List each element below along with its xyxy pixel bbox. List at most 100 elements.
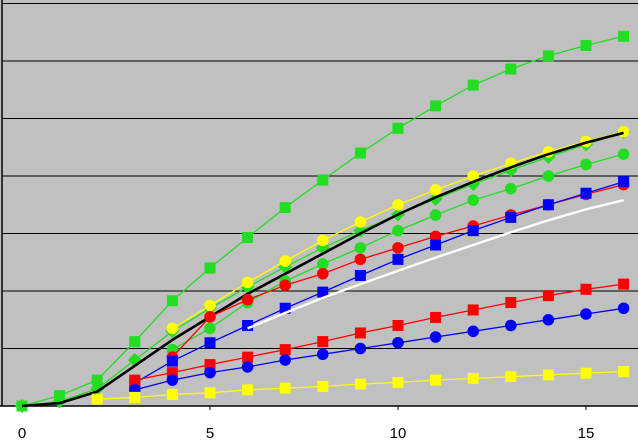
data-point-blue-circles: [617, 302, 630, 315]
data-point-yellow-squares: [392, 376, 404, 388]
series-line-blue-circles: [134, 307, 624, 391]
data-point-yellow-circles: [166, 322, 179, 335]
data-point-green-circles: [467, 194, 480, 206]
data-point-red-squares: [279, 344, 291, 356]
data-point-blue-squares: [317, 286, 329, 298]
data-point-red-squares: [542, 290, 554, 302]
data-point-green-squares: [392, 122, 404, 134]
data-point-green-squares: [91, 374, 103, 386]
data-point-red-squares: [505, 297, 517, 308]
data-point-yellow-circles: [241, 276, 254, 289]
data-point-blue-circles: [166, 374, 179, 386]
data-point-blue-squares: [542, 199, 554, 211]
data-point-yellow-squares: [279, 382, 291, 394]
data-point-green-circles: [354, 242, 367, 254]
data-point-blue-circles: [392, 336, 404, 349]
data-point-blue-squares: [204, 337, 216, 349]
data-point-yellow-squares: [317, 380, 329, 392]
data-point-blue-circles: [279, 354, 292, 366]
data-point-green-circles: [580, 158, 592, 171]
x-tick-label: 0: [18, 425, 26, 440]
data-point-yellow-squares: [618, 366, 630, 377]
data-point-blue-squares: [242, 320, 254, 331]
data-point-red-squares: [580, 283, 592, 295]
data-point-yellow-circles: [317, 234, 329, 247]
data-point-green-circles: [317, 258, 329, 270]
data-point-red-circles: [392, 242, 404, 254]
data-point-green-squares: [580, 39, 592, 51]
data-point-green-squares: [354, 147, 366, 159]
series-blue-squares: [129, 176, 630, 389]
series-yellow-squares: [91, 366, 630, 405]
data-point-yellow-circles: [354, 216, 367, 228]
series-white-line: [247, 199, 624, 330]
series-line-black-line: [21, 131, 624, 408]
series-black-line: [21, 131, 624, 408]
data-point-blue-circles: [354, 342, 367, 355]
data-point-yellow-squares: [166, 389, 178, 400]
data-point-red-squares: [467, 304, 479, 316]
data-point-blue-squares: [166, 355, 178, 367]
data-point-blue-circles: [204, 366, 216, 379]
data-point-yellow-squares: [505, 371, 517, 383]
data-point-blue-circles: [241, 361, 254, 373]
data-point-green-squares: [166, 295, 178, 307]
data-point-green-circles: [392, 224, 404, 237]
data-point-red-circles: [317, 267, 329, 280]
data-point-green-squares: [542, 50, 554, 62]
data-point-yellow-circles: [617, 125, 630, 138]
data-point-green-squares: [430, 100, 442, 112]
data-point-yellow-squares: [430, 374, 442, 386]
data-point-green-squares: [242, 232, 254, 244]
data-point-green-squares: [204, 262, 216, 274]
data-point-blue-circles: [429, 331, 442, 343]
data-point-green-circles: [429, 209, 442, 221]
data-point-green-circles: [505, 182, 517, 195]
data-point-yellow-squares: [204, 387, 216, 399]
series-green-circles: [166, 148, 630, 356]
series-line-white-line: [247, 199, 624, 330]
data-point-yellow-squares: [242, 384, 254, 396]
data-point-blue-squares: [505, 211, 517, 223]
data-point-yellow-squares: [354, 378, 366, 390]
data-point-yellow-circles: [392, 198, 404, 211]
data-point-yellow-squares: [91, 393, 103, 405]
data-point-red-circles: [354, 253, 367, 266]
data-point-red-squares: [166, 367, 178, 379]
data-point-red-squares: [204, 359, 216, 371]
data-point-yellow-squares: [467, 372, 479, 384]
data-point-green-circles: [204, 322, 216, 335]
data-point-yellow-circles: [429, 184, 442, 196]
series-line-red-squares: [134, 283, 624, 381]
data-point-red-squares: [392, 320, 404, 331]
data-point-green-squares: [618, 30, 630, 42]
data-point-red-squares: [618, 278, 630, 290]
data-point-yellow-squares: [580, 367, 592, 379]
data-point-yellow-squares: [542, 369, 554, 381]
data-point-red-squares: [430, 311, 442, 323]
data-point-red-circles: [204, 311, 216, 323]
series-line-blue-squares: [134, 181, 624, 384]
data-point-red-squares: [317, 336, 329, 348]
data-point-blue-squares: [392, 253, 404, 265]
data-point-red-circles: [241, 293, 254, 306]
data-point-green-squares: [279, 202, 291, 214]
data-point-green-squares: [505, 63, 517, 75]
data-point-blue-circles: [467, 325, 480, 338]
x-tick-label: 15: [578, 425, 595, 440]
data-point-green-squares: [129, 336, 141, 348]
data-point-green-diamonds: [52, 394, 67, 409]
data-point-blue-squares: [430, 239, 442, 251]
data-point-green-circles: [617, 148, 630, 160]
data-point-blue-squares: [618, 176, 630, 188]
x-ticks: 0 5 10 15: [18, 406, 595, 440]
series-red-squares: [129, 278, 630, 386]
series-group: [15, 30, 631, 413]
data-point-yellow-squares: [129, 391, 141, 403]
data-point-yellow-circles: [279, 255, 292, 267]
data-point-green-circles: [542, 170, 555, 182]
data-point-blue-squares: [279, 302, 291, 314]
data-point-yellow-circles: [467, 170, 480, 182]
data-point-green-squares: [467, 79, 479, 91]
